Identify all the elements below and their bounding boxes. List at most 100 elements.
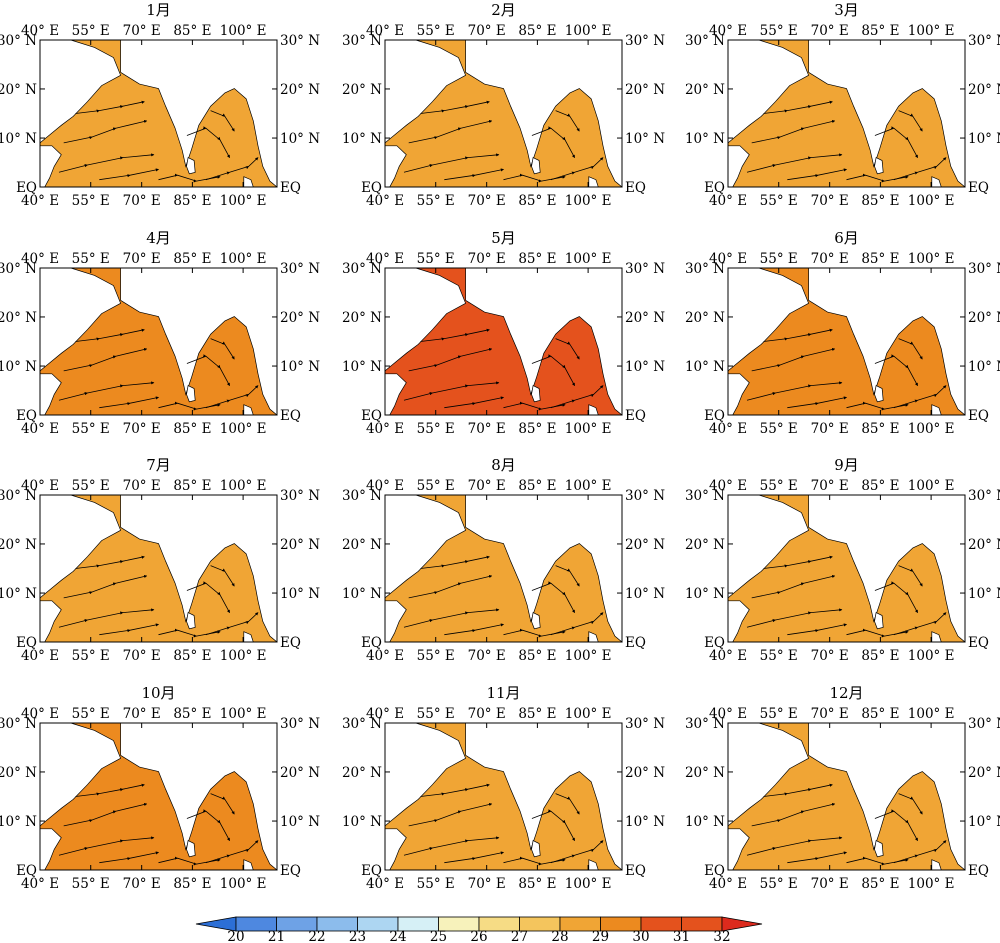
lat-tick-left: 10° N [685, 814, 725, 830]
panel-title: 11月 [486, 684, 520, 702]
land-asia [465, 494, 623, 643]
lat-tick-right: 10° N [968, 586, 1000, 602]
lat-tick-left: 30° N [342, 261, 382, 277]
streamline [205, 385, 259, 409]
map-panel: 1月 40° E 40° E 55° E 55° E 70° E 70° E 85° E 85°… [0, 1, 320, 209]
lon-tick-top: 40° E [21, 478, 59, 494]
lon-tick-bottom: 70° E [468, 876, 506, 892]
lat-tick-right: EQ [968, 635, 989, 651]
colorbar-label: 26 [470, 929, 487, 943]
map-panel: 5月 40° E 40° E 55° E 55° E 70° E 70° E 85° E 85°… [342, 229, 665, 437]
lon-tick-top: 55° E [417, 478, 455, 494]
lon-tick-top: 55° E [72, 23, 110, 39]
map-frame [384, 494, 623, 643]
land-asia [120, 722, 278, 871]
lat-tick-left: EQ [361, 635, 382, 651]
streamline [205, 840, 259, 864]
colorbar-label: 30 [632, 929, 649, 943]
lon-tick-top: 40° E [366, 706, 404, 722]
lat-tick-right: 10° N [625, 359, 665, 375]
lat-tick-left: EQ [16, 635, 37, 651]
lon-tick-top: 70° E [468, 251, 506, 267]
lon-tick-top: 85° E [518, 23, 556, 39]
lat-tick-left: EQ [704, 180, 725, 196]
lat-tick-left: 20° N [342, 537, 382, 553]
lon-tick-bottom: 85° E [518, 421, 556, 437]
lon-tick-top: 100° E [565, 23, 612, 39]
streamline [99, 396, 160, 409]
streamline [99, 168, 160, 181]
streamline [210, 565, 235, 587]
lat-tick-right: 20° N [280, 537, 320, 553]
map-panel: 12月 40° E 40° E 55° E 55° E 70° E 70° E 85° E 85… [685, 684, 1000, 892]
land-asia [808, 267, 966, 416]
lat-tick-left: 30° N [342, 716, 382, 732]
lon-tick-bottom: 55° E [760, 648, 798, 664]
streamline [763, 100, 833, 114]
lat-tick-left: 10° N [342, 131, 382, 147]
lon-tick-top: 40° E [21, 23, 59, 39]
map-frame [39, 494, 278, 643]
streamline [58, 608, 155, 628]
lon-tick-bottom: 70° E [811, 648, 849, 664]
lat-tick-left: EQ [16, 863, 37, 879]
streamline [444, 623, 505, 636]
land-asia [808, 494, 966, 643]
land-sri-lanka [186, 385, 196, 403]
land-sri-lanka [186, 612, 196, 630]
lat-tick-right: EQ [280, 863, 301, 879]
lat-tick-left: 20° N [342, 765, 382, 781]
lon-tick-top: 55° E [760, 23, 798, 39]
lon-tick-bottom: 85° E [861, 648, 899, 664]
colorbar-max-arrow [721, 916, 763, 932]
map-panel: 3月 40° E 40° E 55° E 55° E 70° E 70° E 85° E 85°… [685, 1, 1000, 209]
panel-title: 7月 [146, 456, 171, 474]
lat-tick-right: 20° N [625, 310, 665, 326]
lat-tick-right: 30° N [625, 33, 665, 49]
lat-tick-left: 30° N [0, 488, 37, 504]
lon-tick-bottom: 70° E [468, 193, 506, 209]
lat-tick-right: 30° N [280, 261, 320, 277]
lat-tick-left: 10° N [0, 359, 37, 375]
lon-tick-top: 100° E [565, 706, 612, 722]
streamline [63, 802, 148, 827]
lat-tick-left: 20° N [342, 82, 382, 98]
colorbar-label: 27 [511, 929, 528, 943]
lon-tick-bottom: 55° E [760, 421, 798, 437]
lat-tick-left: 20° N [685, 765, 725, 781]
lat-tick-right: 30° N [280, 488, 320, 504]
lat-tick-right: 20° N [280, 82, 320, 98]
lat-tick-left: 30° N [685, 33, 725, 49]
map-panel: 10月 40° E 40° E 55° E 55° E 70° E 70° E 85° E 85… [0, 684, 320, 892]
lat-tick-left: EQ [704, 408, 725, 424]
lon-tick-top: 85° E [173, 23, 211, 39]
lon-tick-top: 70° E [811, 23, 849, 39]
lon-tick-top: 85° E [518, 251, 556, 267]
lat-tick-left: 30° N [685, 716, 725, 732]
lon-tick-top: 40° E [709, 23, 747, 39]
streamline [403, 153, 500, 173]
lon-tick-bottom: 85° E [173, 421, 211, 437]
streamline [763, 555, 833, 569]
lon-tick-top: 40° E [709, 478, 747, 494]
lon-tick-bottom: 40° E [21, 193, 59, 209]
lon-tick-top: 55° E [760, 478, 798, 494]
streamline [420, 100, 490, 114]
lon-tick-bottom: 55° E [760, 193, 798, 209]
streamline [186, 581, 230, 614]
land-sri-lanka [874, 612, 884, 630]
streamline [408, 119, 493, 144]
lon-tick-bottom: 100° E [565, 876, 612, 892]
lat-tick-left: 30° N [0, 33, 37, 49]
streamline [874, 581, 918, 614]
lon-tick-bottom: 40° E [21, 421, 59, 437]
lon-tick-bottom: 100° E [565, 648, 612, 664]
land-sri-lanka [186, 157, 196, 175]
streamline [403, 836, 500, 856]
lat-tick-left: 20° N [0, 765, 37, 781]
lat-tick-right: 30° N [280, 716, 320, 732]
lon-tick-bottom: 100° E [220, 648, 267, 664]
panel-grid: 1月 40° E 40° E 55° E 55° E 70° E 70° E 85° E 85°… [0, 1, 1000, 892]
lat-tick-right: 20° N [968, 310, 1000, 326]
panel-title: 3月 [834, 1, 859, 19]
